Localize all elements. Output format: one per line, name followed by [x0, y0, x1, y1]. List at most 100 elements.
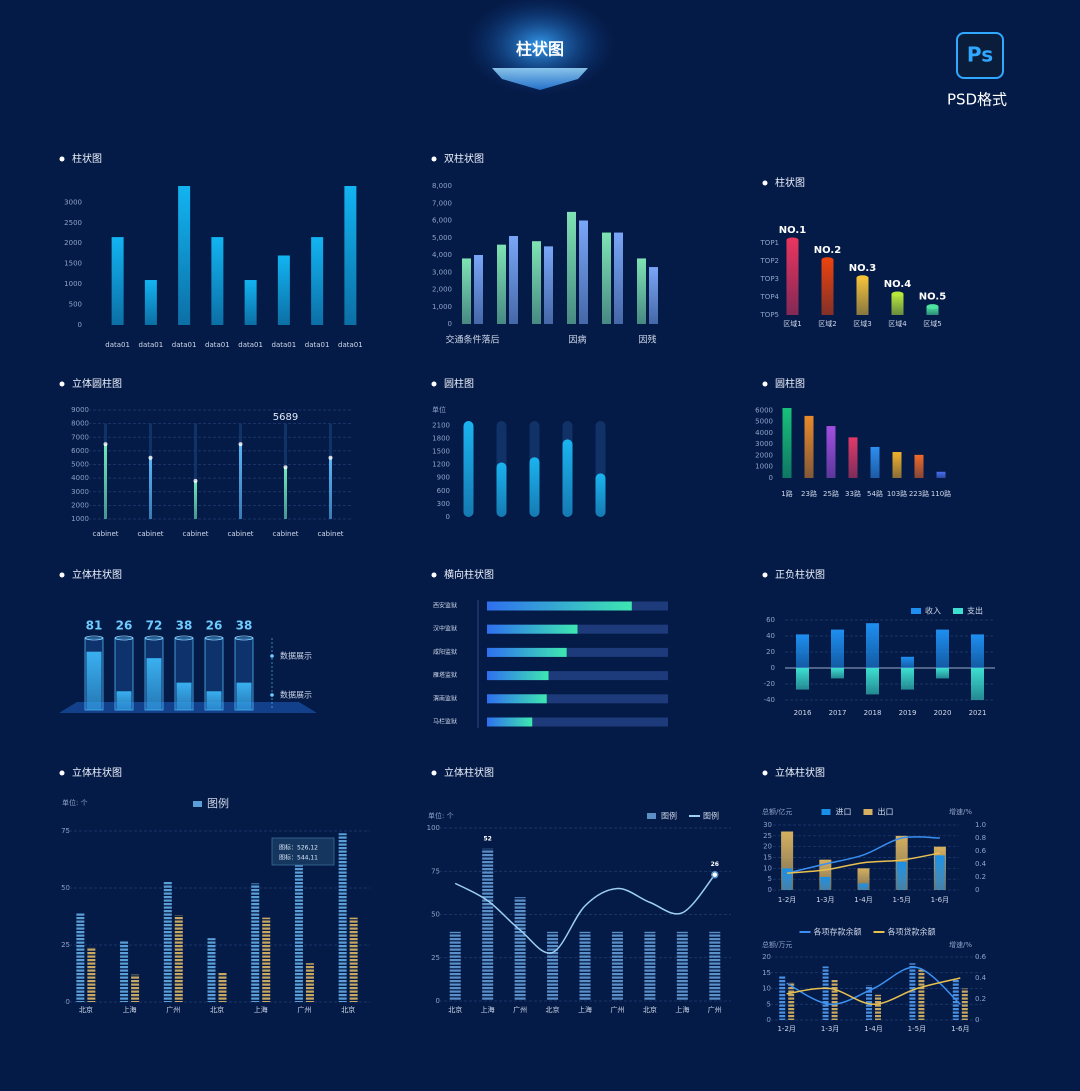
x-tick-label: cabinet — [317, 530, 343, 538]
x-tick-label: 广州 — [513, 1005, 527, 1014]
panel-title: 柱状图 — [72, 152, 102, 165]
line — [454, 874, 716, 954]
bar — [901, 668, 914, 690]
y-tick-label: 6000 — [755, 406, 773, 414]
value-label: 38 — [236, 619, 253, 633]
y-tick-label: 25 — [763, 832, 772, 840]
rank-label: NO.2 — [814, 245, 841, 256]
bar — [76, 913, 85, 1002]
bar — [602, 232, 611, 324]
legend-label: 图例 — [207, 796, 229, 810]
bar — [779, 975, 786, 1020]
y-tick-label: 2000 — [755, 451, 773, 459]
bar — [866, 623, 879, 668]
bar — [120, 940, 129, 1002]
legend-label: 出口 — [878, 807, 894, 817]
y-tick-label: 8000 — [71, 420, 89, 428]
x-tick-label: 1-4月 — [864, 1025, 882, 1033]
glass-cap — [84, 635, 104, 641]
bar — [544, 246, 553, 324]
y-tick-label: 0 — [975, 886, 979, 894]
bar — [338, 833, 347, 1002]
y-tick-label: 3000 — [71, 488, 89, 496]
bar — [870, 446, 880, 478]
legend-label: 各项贷款余额 — [888, 927, 936, 937]
bar — [611, 931, 623, 1001]
y-tick-label: 100 — [427, 824, 440, 832]
bar — [178, 186, 191, 325]
bar — [804, 415, 814, 478]
bar — [918, 969, 925, 1020]
bar — [579, 931, 591, 1001]
bar — [676, 931, 688, 1001]
bar — [562, 439, 573, 517]
x-tick-label: 25路 — [823, 489, 839, 498]
x-tick-label: 2017 — [829, 709, 847, 717]
x-tick-label: 2018 — [864, 709, 882, 717]
bar — [637, 258, 646, 324]
y-tick-label: 西安监狱 — [433, 602, 457, 610]
x-tick-label: 1路 — [781, 489, 792, 498]
bar — [644, 931, 656, 1001]
bar — [116, 691, 132, 710]
x-tick-label: 上海 — [254, 1005, 268, 1014]
bar-cap — [926, 304, 939, 310]
title-dot — [431, 381, 437, 387]
y-tick-label: TOP2 — [760, 257, 779, 265]
x-tick-label: 北京 — [643, 1005, 657, 1014]
y-tick-label: 60 — [766, 616, 775, 624]
bar-track — [487, 717, 668, 727]
y-tick-label: 0 — [78, 321, 82, 329]
y-tick-label: 20 — [766, 648, 775, 656]
title-dot — [59, 572, 65, 578]
bar — [111, 237, 124, 325]
title-dot — [762, 180, 768, 186]
y-tick-label: 0 — [66, 998, 70, 1006]
x-tick-label: 1-5月 — [908, 1025, 926, 1033]
bar — [579, 220, 588, 324]
x-tick-label: 103路 — [887, 489, 907, 498]
value-label: 72 — [146, 619, 163, 633]
panel-title: 立体柱状图 — [72, 766, 122, 779]
bar — [971, 668, 984, 700]
x-tick-label: 北京 — [210, 1005, 224, 1014]
x-tick-label: 1-2月 — [777, 1025, 795, 1033]
bar — [936, 668, 949, 679]
x-tick-label: 广州 — [708, 1005, 722, 1014]
x-tick-label: 1-6月 — [931, 896, 949, 904]
y-tick-label: 0.8 — [975, 834, 986, 842]
bar — [567, 211, 576, 324]
legend-swatch — [821, 809, 831, 815]
bar — [87, 947, 96, 1002]
annotation-dot — [270, 693, 274, 697]
y-tick-label: 5000 — [755, 418, 773, 426]
y-tick-label: 0 — [975, 1016, 979, 1024]
y-tick-label: 1200 — [432, 461, 450, 469]
legend-label: 各项存款余额 — [814, 927, 862, 937]
rank-label: NO.5 — [919, 292, 946, 303]
y-tick-label: 0.2 — [975, 873, 986, 881]
y-tick-label: 0.2 — [975, 995, 986, 1003]
bar-track — [194, 423, 197, 519]
bar — [509, 236, 518, 324]
y-tick-label: 2500 — [64, 219, 82, 227]
y-tick-label: 渭南监狱 — [433, 694, 457, 702]
bar — [826, 426, 836, 478]
bar — [896, 861, 907, 890]
bar — [901, 656, 914, 668]
bar — [277, 255, 290, 325]
y-tick-label: 600 — [437, 487, 450, 495]
legend-swatch — [193, 801, 202, 807]
legend-label: 图例 — [703, 811, 719, 821]
legend-swatch — [647, 813, 656, 819]
bar-cap — [891, 291, 904, 297]
panel-title: 圆柱图 — [775, 377, 805, 390]
value-label: 26 — [116, 619, 133, 633]
x-tick-label: 上海 — [123, 1005, 137, 1014]
x-tick-label: cabinet — [137, 530, 163, 538]
x-tick-label: 110路 — [931, 489, 951, 498]
x-tick-label: data01 — [305, 341, 330, 349]
x-tick-label: 1-3月 — [821, 1025, 839, 1033]
bar — [86, 651, 102, 710]
y-tick-label: 2000 — [71, 501, 89, 509]
